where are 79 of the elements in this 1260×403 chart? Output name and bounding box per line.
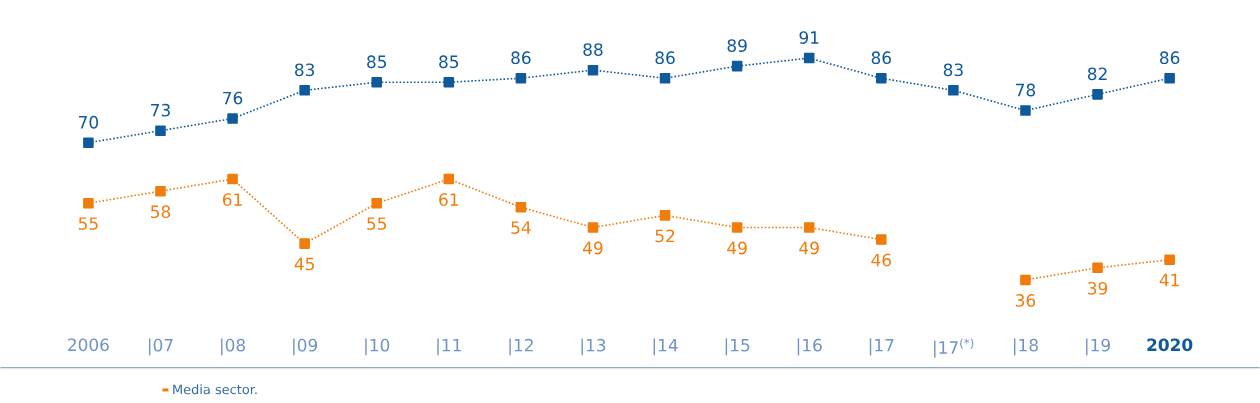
- point: [83, 137, 94, 149]
- point: [227, 173, 238, 185]
- legend-label: Media sector.: [173, 384, 257, 395]
- data-label: 86: [871, 51, 891, 65]
- x-tick-label: |10: [365, 338, 390, 356]
- point: [227, 113, 238, 124]
- point: [155, 185, 166, 197]
- x-tick-label: |07: [149, 338, 173, 356]
- data-label: 78: [1016, 83, 1036, 97]
- point: [731, 60, 743, 72]
- data-label: 39: [1088, 281, 1108, 295]
- x-tick-label: |17: [869, 338, 894, 356]
- data-label: 36: [1015, 294, 1036, 307]
- x-tick-label: |11: [437, 338, 461, 356]
- x-tick-label: |19: [1086, 338, 1110, 356]
- x-tick-label: |08: [221, 338, 246, 356]
- x-tick-label: |18: [1013, 338, 1038, 356]
- data-label: 85: [367, 55, 387, 69]
- point: [83, 198, 94, 209]
- point: [1164, 254, 1175, 266]
- point: [443, 173, 455, 185]
- data-label: 88: [583, 43, 603, 57]
- data-label: 91: [799, 31, 819, 44]
- point: [803, 222, 815, 233]
- point: [803, 52, 815, 64]
- data-label: 61: [222, 193, 242, 207]
- point: [371, 198, 382, 209]
- point: [876, 72, 887, 84]
- data-label: 45: [294, 257, 314, 271]
- point: [443, 77, 455, 88]
- point: [515, 202, 527, 213]
- point: [587, 64, 599, 76]
- point: [371, 77, 382, 88]
- data-label: 49: [583, 241, 603, 255]
- data-label: 86: [1160, 51, 1180, 65]
- point: [659, 210, 671, 221]
- point: [587, 222, 599, 233]
- data-label: 86: [511, 51, 531, 65]
- data-label: 55: [367, 217, 387, 230]
- data-label: 61: [439, 193, 459, 207]
- data-label: 86: [655, 51, 675, 65]
- data-label: 70: [79, 115, 99, 129]
- x-tick-label: |14: [653, 338, 678, 356]
- x-tick-label: |09: [293, 338, 318, 356]
- point: [659, 72, 671, 84]
- point: [731, 222, 743, 233]
- x-tick-label: |15: [725, 338, 750, 356]
- x-tick-label: |16: [797, 338, 822, 356]
- data-label: 89: [727, 39, 747, 53]
- point: [948, 85, 959, 96]
- x-tick-label: 2020: [1147, 338, 1193, 352]
- data-label: 76: [223, 91, 243, 105]
- point: [876, 234, 887, 245]
- data-label: 83: [295, 63, 315, 77]
- data-label: 49: [727, 241, 747, 255]
- point: [515, 72, 527, 84]
- data-label: 54: [511, 221, 531, 235]
- point: [1092, 89, 1103, 100]
- data-label: 73: [151, 103, 170, 117]
- data-label: 58: [151, 205, 171, 219]
- data-label: 46: [871, 253, 891, 267]
- data-label: 85: [439, 55, 459, 69]
- point: [1164, 72, 1175, 84]
- point: [155, 125, 166, 136]
- x-tick-label: |13: [581, 338, 606, 356]
- x-tick-label: |17$^{(*)}$: [934, 338, 974, 358]
- data-label: 83: [943, 63, 963, 77]
- point: [1020, 274, 1031, 286]
- data-label: 82: [1087, 67, 1107, 81]
- point: [1020, 105, 1031, 116]
- data-label: 41: [1159, 273, 1179, 287]
- data-label: 55: [78, 217, 98, 230]
- data-label: 49: [799, 241, 819, 255]
- point: [299, 238, 310, 249]
- point: [299, 85, 310, 96]
- x-tick-label: |12: [509, 338, 533, 356]
- data-label: 52: [655, 229, 675, 243]
- point: [1092, 262, 1103, 274]
- x-tick-label: 2006: [68, 338, 109, 352]
